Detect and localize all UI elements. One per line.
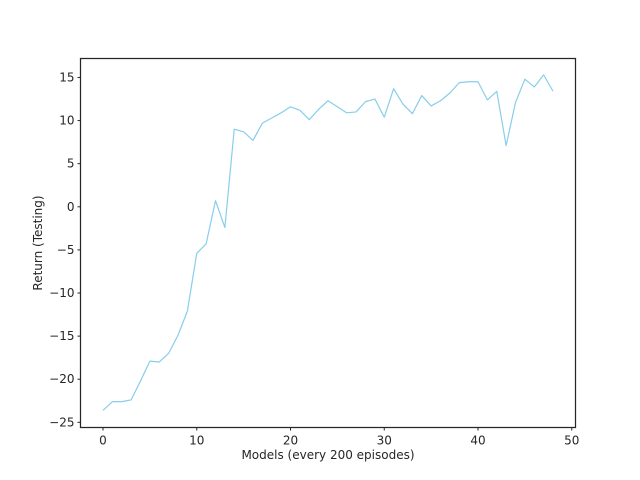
axes-frame: [79, 57, 577, 429]
y-tick-label: 0: [67, 200, 75, 214]
y-axis-label: Return (Testing): [31, 195, 45, 290]
y-tick-label: −10: [49, 286, 74, 300]
x-tick-label: 40: [470, 434, 485, 448]
y-tick-label: −15: [49, 329, 74, 343]
y-tick-label: 5: [67, 157, 75, 171]
x-tick-label: 50: [564, 434, 579, 448]
x-tick-label: 20: [283, 434, 298, 448]
x-tick-label: 0: [99, 434, 107, 448]
y-tick-label: −25: [49, 415, 74, 429]
y-tick-label: 15: [59, 70, 74, 84]
plot-area: [102, 74, 554, 411]
series-line: [102, 74, 554, 411]
y-tick-label: −5: [57, 243, 75, 257]
y-tick-label: −20: [49, 372, 74, 386]
x-tick-label: 10: [189, 434, 204, 448]
x-tick-label: 30: [377, 434, 392, 448]
y-axis-ticks: −25 −20 −15 −10 −5 0 5 10 15: [49, 70, 81, 429]
x-axis-label: Models (every 200 episodes): [241, 448, 414, 462]
x-axis-ticks: 0 10 20 30 40 50: [99, 427, 579, 448]
y-tick-label: 10: [59, 114, 74, 128]
